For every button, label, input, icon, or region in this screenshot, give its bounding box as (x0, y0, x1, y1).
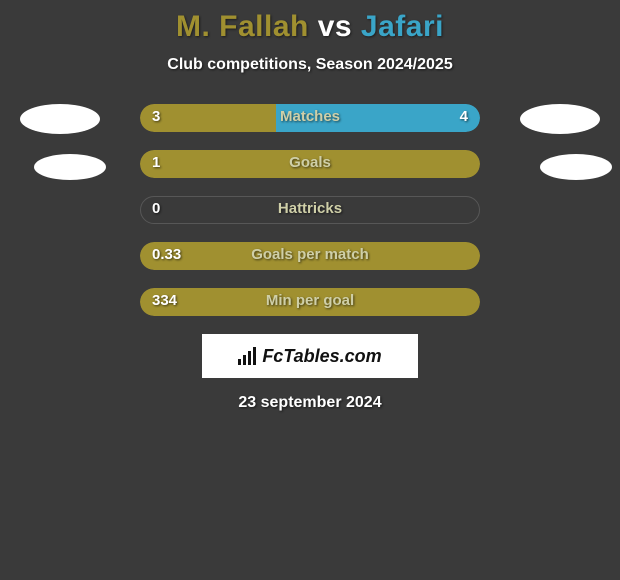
logo-text: FcTables.com (262, 346, 381, 367)
logo-box: FcTables.com (202, 334, 418, 378)
stat-label: Matches (0, 108, 620, 125)
stat-row: 1Goals (0, 150, 620, 180)
stat-row: 0Hattricks (0, 196, 620, 226)
stat-row: 334Min per goal (0, 288, 620, 318)
stat-label: Min per goal (0, 292, 620, 309)
player2-name: Jafari (361, 10, 444, 43)
stat-row: 34Matches (0, 104, 620, 134)
stats-container: 34Matches 1Goals 0Hattricks 0.33Goals per m… (0, 104, 620, 318)
date-text: 23 september 2024 (0, 394, 620, 412)
subtitle: Club competitions, Season 2024/2025 (0, 56, 620, 74)
stat-label: Goals (0, 154, 620, 171)
title-vs: vs (318, 10, 352, 43)
stat-label: Hattricks (0, 200, 620, 217)
stat-label: Goals per match (0, 246, 620, 263)
player1-name: M. Fallah (176, 10, 309, 43)
logo-bars-icon (238, 347, 256, 365)
comparison-title: M. Fallah vs Jafari (0, 0, 620, 44)
stat-row: 0.33Goals per match (0, 242, 620, 272)
